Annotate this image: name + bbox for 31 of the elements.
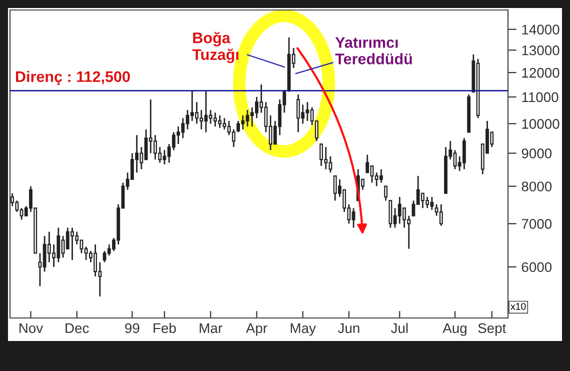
y-tick-label: 10000 bbox=[522, 119, 560, 129]
x-tick-label: Nov bbox=[20, 323, 44, 334]
annotation: Yatırımcı Tereddüdü bbox=[335, 37, 412, 64]
x-tick-label: Aug bbox=[442, 323, 466, 336]
candlestick bbox=[462, 137, 466, 170]
y-tick-label: 6000 bbox=[522, 262, 552, 272]
x-tick-label: Mar bbox=[200, 323, 222, 334]
y-tick-label: 14000 bbox=[522, 24, 560, 35]
candlestick bbox=[388, 200, 392, 228]
candlestick bbox=[384, 186, 388, 202]
y-tick-label: 13000 bbox=[522, 45, 560, 56]
x-tick-label: 99 bbox=[125, 323, 140, 334]
text: x10 bbox=[510, 302, 526, 310]
x-tick-label: Apr bbox=[246, 323, 268, 336]
x-tick-label: May bbox=[290, 323, 316, 336]
candlestick bbox=[379, 168, 383, 184]
x-tick-label: Jul bbox=[390, 322, 408, 334]
candlestick bbox=[10, 192, 14, 207]
candlestick bbox=[232, 128, 236, 148]
y-tick-label: 9000 bbox=[522, 148, 552, 158]
candlestick bbox=[439, 204, 443, 226]
y-tick-label: 8000 bbox=[522, 182, 552, 192]
x-tick-label: Dec bbox=[66, 323, 89, 334]
y-tick-label: 12000 bbox=[522, 68, 560, 78]
x-tick-label: Sept bbox=[478, 323, 506, 336]
y-tick-label: 7000 bbox=[522, 219, 552, 229]
x-tick-label: Jun bbox=[338, 323, 360, 334]
candlestick bbox=[366, 154, 370, 174]
y-tick-label: 11000 bbox=[522, 92, 558, 102]
annotation: Direnç : 112,500 bbox=[16, 70, 130, 86]
x-tick-label: Feb bbox=[154, 322, 176, 334]
